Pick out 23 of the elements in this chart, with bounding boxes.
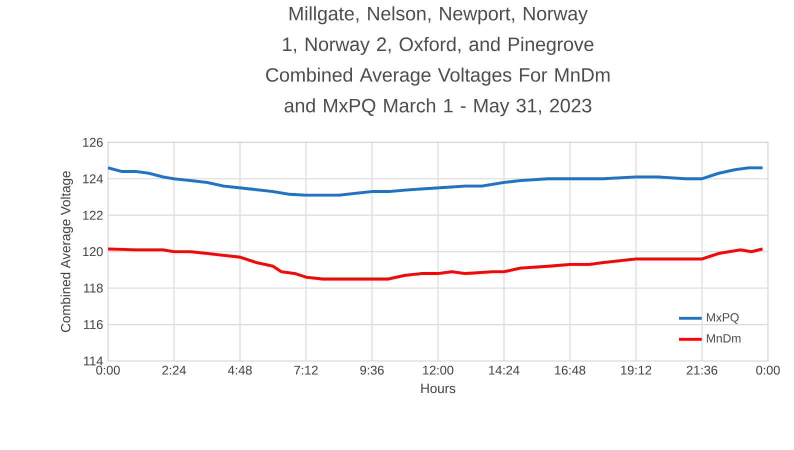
legend-label: MnDm [706,334,740,342]
x-tick-label: 7:12 [294,366,318,375]
y-tick-label: 116 [84,320,103,330]
y-axis-title: Combined Average Voltage [60,171,74,332]
y-tick-label: 126 [83,138,103,147]
x-tick-label: 2:24 [162,366,186,375]
x-tick-label: 0:00 [756,366,780,375]
x-tick-label: 16:48 [555,366,586,375]
x-tick-label: 19:12 [621,366,652,375]
y-tick-label: 124 [83,174,103,184]
x-tick-label: 21:36 [686,366,718,375]
chart-title: Millgate, Nelson, Newport, Norway 1, Norway 2, Oxford, and Pinegrove Combined Average Voltages For MnDm and MxPQ March 1 - May 31, 2023 [266,6,610,116]
y-tick-label: 120 [83,247,103,256]
x-tick-label: 4:48 [228,366,252,375]
x-tick-label: 0:00 [96,366,120,375]
x-tick-label: 12:00 [423,366,454,375]
x-tick-label: 14:24 [489,366,520,375]
x-tick-label: 9:36 [360,366,384,375]
legend-label: MxPQ [706,313,739,324]
y-tick-label: 118 [84,284,103,293]
x-axis-title: Hours [421,384,456,394]
y-tick-label: 114 [84,356,103,366]
y-tick-label: 122 [83,210,103,220]
